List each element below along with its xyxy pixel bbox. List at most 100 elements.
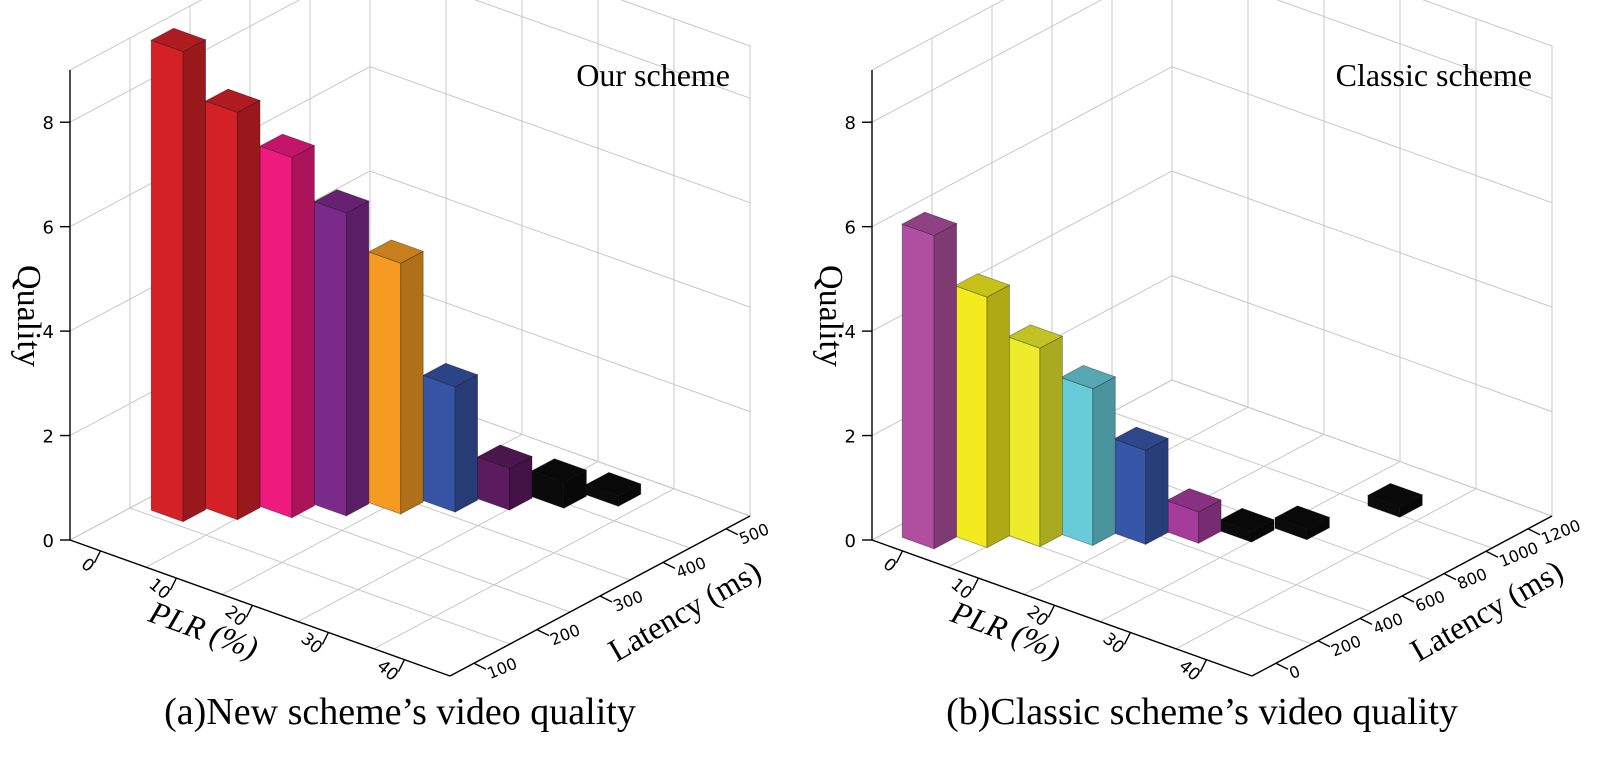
bar-side-face	[291, 144, 315, 519]
y-tick	[536, 628, 550, 637]
bar-side-face	[1145, 437, 1169, 546]
bar-front-face	[205, 100, 238, 521]
bar-top-face	[259, 133, 316, 158]
y-tick	[662, 561, 676, 570]
bar-top-face	[150, 27, 207, 53]
bar-5	[1112, 426, 1170, 546]
x-axis-line	[871, 539, 1253, 677]
caption-classic-scheme: (b)Classic scheme’s video quality	[946, 691, 1458, 733]
x-axis-title: PLR (%)	[144, 593, 263, 666]
y-tick	[1359, 617, 1373, 626]
bar-side-face	[1039, 335, 1063, 548]
y-tick	[1275, 662, 1289, 670]
y-tick	[1485, 550, 1499, 558]
bar-top-face	[1218, 507, 1275, 533]
bar-top-face	[1112, 426, 1170, 451]
y-tick	[1527, 528, 1541, 536]
x-tick	[971, 577, 980, 591]
grid-line-z	[871, 0, 1553, 123]
bar-front-face	[1007, 336, 1041, 548]
x-tick	[93, 550, 102, 564]
y-tick-label: 600	[1412, 587, 1447, 616]
bar-top-face	[1059, 364, 1117, 390]
bar-9	[1366, 482, 1424, 518]
bar-front-face	[259, 145, 293, 519]
y-tick-label: 0	[1286, 661, 1303, 682]
z-axis-title: Quality	[812, 265, 849, 367]
bar-6	[422, 362, 479, 513]
y-tick-label: 200	[1328, 631, 1363, 660]
bar-top-face	[1274, 505, 1331, 530]
grid-line-x	[373, 488, 675, 650]
bar-front-face	[901, 223, 935, 550]
z-tick-label: 2	[845, 427, 856, 448]
bar-top-face	[531, 458, 588, 483]
x-tick	[1199, 659, 1208, 672]
bar-7	[476, 444, 533, 511]
x-tick-label: 0	[879, 554, 900, 576]
z-tick-label: 0	[43, 531, 54, 552]
grid-line-y	[129, 507, 511, 645]
bar-4	[313, 189, 370, 517]
scheme-annotation: Classic scheme	[1336, 57, 1532, 93]
bar-1	[901, 211, 958, 550]
bars-b	[901, 211, 1424, 550]
bar-9	[585, 471, 642, 507]
grid-line-y	[1111, 411, 1493, 549]
y-tick	[1317, 640, 1331, 648]
x-tick-label: 40	[373, 656, 402, 685]
bar-1	[150, 27, 207, 523]
bar-side-face	[454, 374, 479, 513]
z-tick-label: 8	[43, 113, 54, 134]
bar-side-face	[400, 250, 424, 515]
x-tick	[245, 604, 254, 618]
y-tick	[1401, 595, 1415, 603]
bar-top-face	[422, 362, 479, 388]
y-tick-label: 100	[484, 654, 519, 683]
y-tick-label: 300	[610, 587, 645, 616]
bar-6	[1165, 488, 1223, 544]
bar-top-face	[476, 444, 533, 469]
x-tick	[321, 632, 330, 645]
z-axis-title: Quality	[10, 265, 47, 367]
y-tick	[725, 528, 739, 536]
x-tick	[895, 550, 904, 564]
y-tick-label: 1200	[1538, 516, 1583, 549]
x-tick-label: 0	[77, 554, 98, 576]
bar-side-face	[986, 284, 1010, 549]
scheme-annotation: Our scheme	[576, 57, 730, 93]
bar-front-face	[954, 285, 988, 549]
bar-top-face	[1165, 488, 1223, 513]
bar-front-face	[368, 251, 402, 515]
grid-line-x	[1175, 488, 1477, 650]
x-axis-line	[69, 539, 451, 677]
y-tick-label: 800	[1454, 564, 1489, 593]
bar-top-face	[1007, 324, 1064, 349]
bar-3	[259, 133, 316, 519]
bar-8	[531, 458, 588, 509]
bar-front-face	[1113, 438, 1147, 545]
bar-front-face	[150, 39, 184, 523]
x-axis-title: PLR (%)	[946, 593, 1065, 666]
bar-top-face	[367, 239, 425, 264]
bar-side-face	[345, 200, 370, 517]
z-tick-label: 4	[845, 322, 856, 343]
bars-a	[150, 27, 642, 523]
caption-new-scheme: (a)New scheme’s video quality	[164, 691, 636, 733]
bar-top-face	[313, 189, 370, 214]
bar-front-face	[313, 201, 347, 517]
bar-top-face	[1366, 482, 1424, 508]
bar-top-face	[954, 273, 1011, 298]
bar-side-face	[933, 222, 958, 550]
x-tick	[397, 659, 406, 672]
bar-side-face	[182, 39, 207, 523]
z-ticks-a: 0 2 4 6 8	[43, 113, 70, 552]
bar-side-face	[237, 99, 261, 521]
x-tick	[169, 577, 178, 591]
bar-top-face	[204, 88, 261, 113]
y-tick	[599, 595, 613, 603]
